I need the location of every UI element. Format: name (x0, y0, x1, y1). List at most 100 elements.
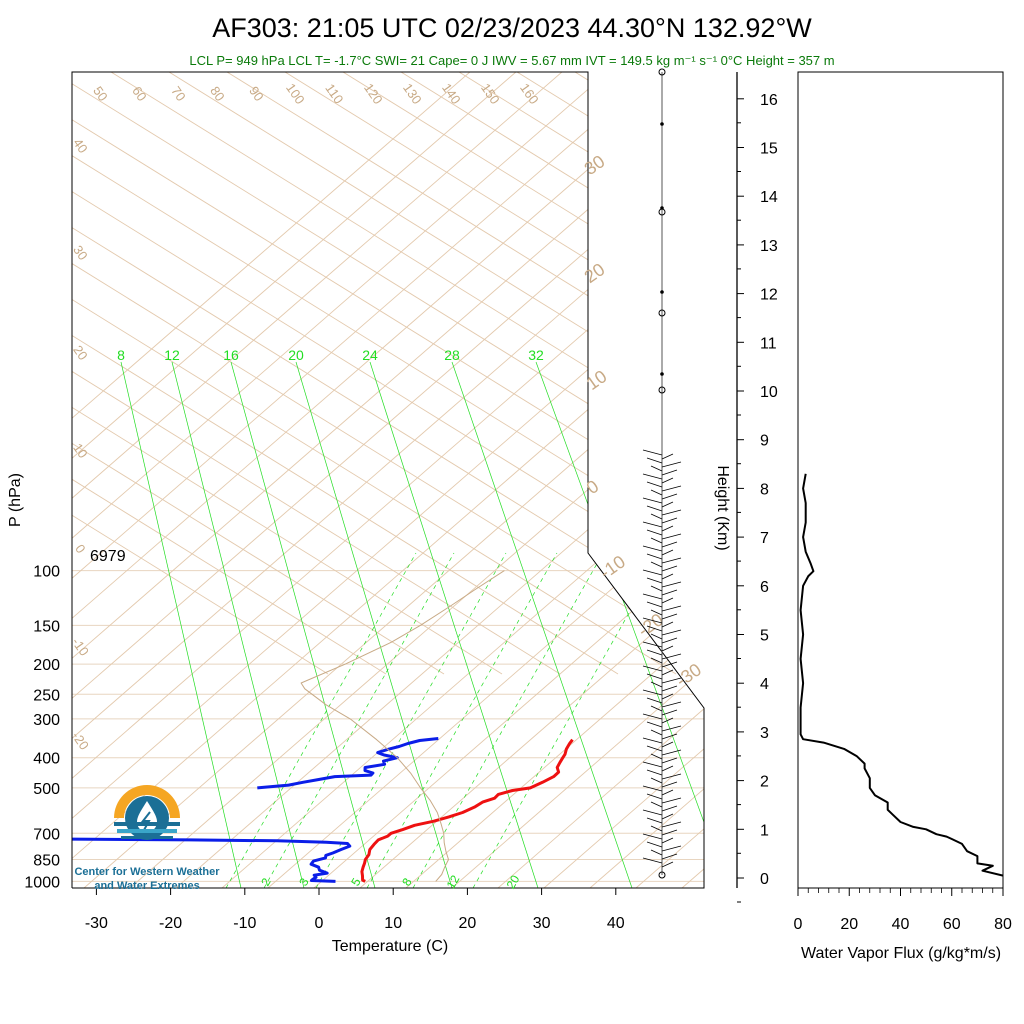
flux-tick-60: 60 (943, 916, 961, 933)
wind-barb (661, 789, 674, 796)
dry-adiabat (72, 72, 704, 888)
wind-barb (661, 597, 674, 604)
logo-text-line2: and Water Extremes (94, 880, 199, 892)
p-tick-1000: 1000 (24, 874, 60, 891)
wind-barb (642, 857, 663, 864)
dry-adiabat (72, 72, 704, 888)
wind-barb (646, 817, 663, 824)
wind-barb (661, 557, 682, 564)
dry-adiabat (72, 72, 704, 888)
wind-barb (642, 641, 663, 648)
wind-barb (642, 689, 663, 696)
annotation-6979: 6979 (90, 548, 126, 565)
flux-tick-40: 40 (892, 916, 910, 933)
wind-barb (650, 585, 663, 592)
wind-barb (661, 509, 682, 516)
wind-barb (642, 617, 663, 624)
dry-adiabat-left-label-0: 40 (70, 135, 91, 155)
wind-barb (661, 813, 674, 820)
wind-barb (661, 757, 678, 764)
p-tick-200: 200 (33, 657, 60, 674)
wind-barb (646, 553, 663, 560)
wind-barb (642, 473, 663, 480)
moist-guide-line (561, 72, 704, 675)
mixing-ratio-line (120, 361, 242, 888)
wind-barb (650, 561, 663, 568)
wind-barb (661, 845, 682, 852)
wind-barb (661, 533, 682, 540)
dry-adiabat (72, 72, 704, 888)
height-tick-2: 2 (760, 774, 769, 791)
wind-barb (646, 577, 663, 584)
series-parcel (300, 570, 505, 882)
wind-barb (642, 713, 663, 720)
flux-tick-0: 0 (794, 916, 803, 933)
wind-barb (650, 825, 663, 832)
dry-adiabat (728, 0, 1024, 888)
moist-guide-line (72, 72, 329, 675)
mixing-ratio-line (171, 361, 305, 888)
mixing-bottom-label-1: 3 (296, 875, 312, 888)
moist-guide-line (619, 72, 704, 675)
wind-barb (661, 853, 678, 860)
height-tick-15: 15 (760, 141, 778, 158)
moist-adiabat-label-3: 0 (583, 476, 603, 498)
wind-barb (650, 465, 663, 472)
mixing-bottom-label-0: 2 (258, 875, 274, 888)
wind-barb (646, 721, 663, 728)
moist-guide-line (794, 0, 1024, 674)
wind-barb (661, 493, 678, 500)
moist-guide-line (72, 72, 561, 675)
moist-guide-line (736, 0, 1024, 674)
wind-barb (661, 565, 678, 572)
wind-barb (650, 537, 663, 544)
wind-barb (650, 657, 663, 664)
wind-barb (661, 605, 682, 612)
moist-guide-line (72, 72, 503, 675)
wind-barb (650, 849, 663, 856)
wind-barb (661, 653, 682, 660)
dry-adiabat-left-label-2: 20 (70, 342, 91, 362)
x-tick--30: -30 (85, 915, 108, 932)
dry-adiabat-label-90: 90 (246, 83, 267, 103)
height-tick-5: 5 (760, 628, 769, 645)
wind-barb (650, 705, 663, 712)
height-tick-12: 12 (760, 287, 778, 304)
wind-calm-circle (658, 871, 666, 879)
series-temperature (360, 738, 574, 883)
dry-adiabat (820, 0, 1024, 888)
wind-barb (661, 733, 678, 740)
logo-wave-2 (117, 829, 177, 833)
wind-barb (661, 549, 674, 556)
dry-adiabat (497, 72, 704, 888)
wind-barb (661, 669, 674, 676)
wind-barb (646, 697, 663, 704)
wind-barb (661, 621, 674, 628)
wind-barb (661, 485, 682, 492)
wind-dot (660, 206, 664, 210)
wind-barb (661, 773, 682, 780)
wind-barb (661, 589, 678, 596)
wind-barb (661, 717, 674, 724)
x-tick--10: -10 (233, 915, 256, 932)
mixing-ratio-line (230, 361, 376, 888)
wind-barb (646, 625, 663, 632)
wind-barb (661, 453, 674, 460)
wind-barb (646, 457, 663, 464)
wind-barb (646, 745, 663, 752)
wind-barb (646, 841, 663, 848)
wind-barb (642, 569, 663, 576)
p-tick-250: 250 (33, 687, 60, 704)
dry-adiabat (72, 72, 704, 888)
series-dewpoint-aloft (257, 737, 439, 790)
height-tick-11: 11 (760, 335, 777, 352)
sounding-info-line: LCL P= 949 hPa LCL T= -1.7°C SWI= 21 Cap… (189, 53, 834, 68)
wind-barb (650, 681, 663, 688)
wind-barb (661, 645, 674, 652)
wind-barb (661, 765, 674, 772)
dry-adiabat-left-label-1: 30 (70, 242, 91, 262)
moist-guide-line (213, 72, 704, 675)
wind-barb (650, 729, 663, 736)
